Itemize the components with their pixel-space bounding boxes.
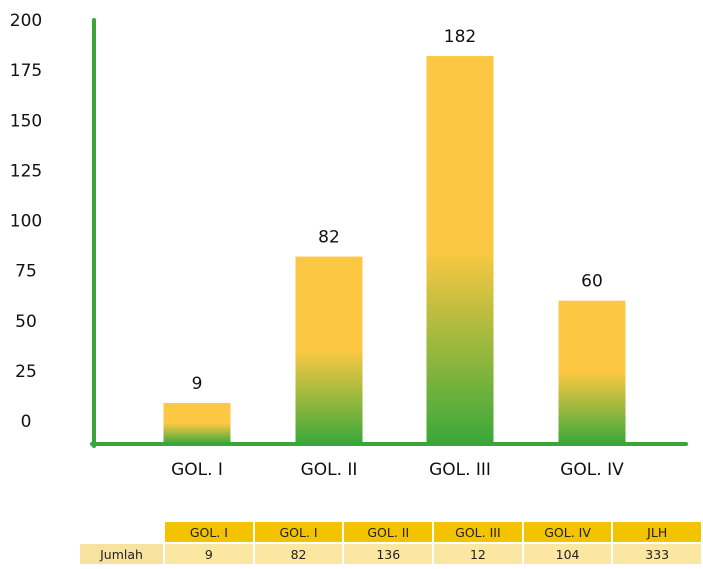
bar — [426, 56, 494, 445]
table-row-label: Jumlah — [80, 544, 164, 564]
y-tick-label: 100 — [10, 212, 42, 232]
y-tick-label: 125 — [10, 161, 42, 181]
table-header-cell: GOL. I — [165, 522, 253, 542]
y-tick-label: 175 — [10, 61, 42, 81]
data-labels: 9 82 182 60 — [192, 27, 603, 394]
table-header-cell: JLH — [613, 522, 701, 542]
table-corner-cell — [80, 522, 163, 542]
table-header-cell: GOL. III — [434, 522, 522, 542]
x-tick-label: GOL. I — [171, 460, 223, 480]
bars — [163, 56, 626, 445]
y-tick-label: 75 — [15, 262, 37, 282]
bar — [163, 402, 231, 444]
y-axis-ticks: 0 25 50 75 100 125 150 175 200 — [10, 11, 42, 432]
x-tick-label: GOL. III — [429, 460, 491, 480]
table-cell: 82 — [254, 544, 343, 564]
table-cell: 12 — [434, 544, 522, 564]
x-axis-ticks: GOL. I GOL. II GOL. III GOL. IV — [171, 460, 624, 480]
table-row: Jumlah 9 82 136 12 104 333 — [80, 544, 701, 564]
bar — [558, 300, 626, 444]
table-header-cell: GOL. IV — [523, 522, 612, 542]
table-header-cell: GOL. I — [254, 522, 343, 542]
table-cell: 136 — [344, 544, 433, 564]
y-tick-label: 0 — [21, 412, 32, 432]
table-header-row: GOL. I GOL. I GOL. II GOL. III GOL. IV J… — [80, 522, 701, 542]
data-label: 9 — [192, 374, 203, 394]
data-label: 60 — [581, 272, 603, 292]
summary-table: GOL. I GOL. I GOL. II GOL. III GOL. IV J… — [78, 520, 703, 566]
data-label: 182 — [444, 27, 476, 47]
y-tick-label: 25 — [15, 362, 37, 382]
x-tick-label: GOL. IV — [560, 460, 624, 480]
y-tick-label: 150 — [10, 111, 42, 131]
table-cell: 9 — [165, 544, 253, 564]
y-tick-label: 200 — [10, 11, 42, 31]
bar — [295, 256, 363, 444]
table-header-cell: GOL. II — [344, 522, 433, 542]
table-cell: 104 — [523, 544, 612, 564]
table-cell: 333 — [613, 544, 701, 564]
x-tick-label: GOL. II — [301, 460, 358, 480]
data-label: 82 — [318, 228, 340, 248]
y-tick-label: 50 — [15, 312, 37, 332]
